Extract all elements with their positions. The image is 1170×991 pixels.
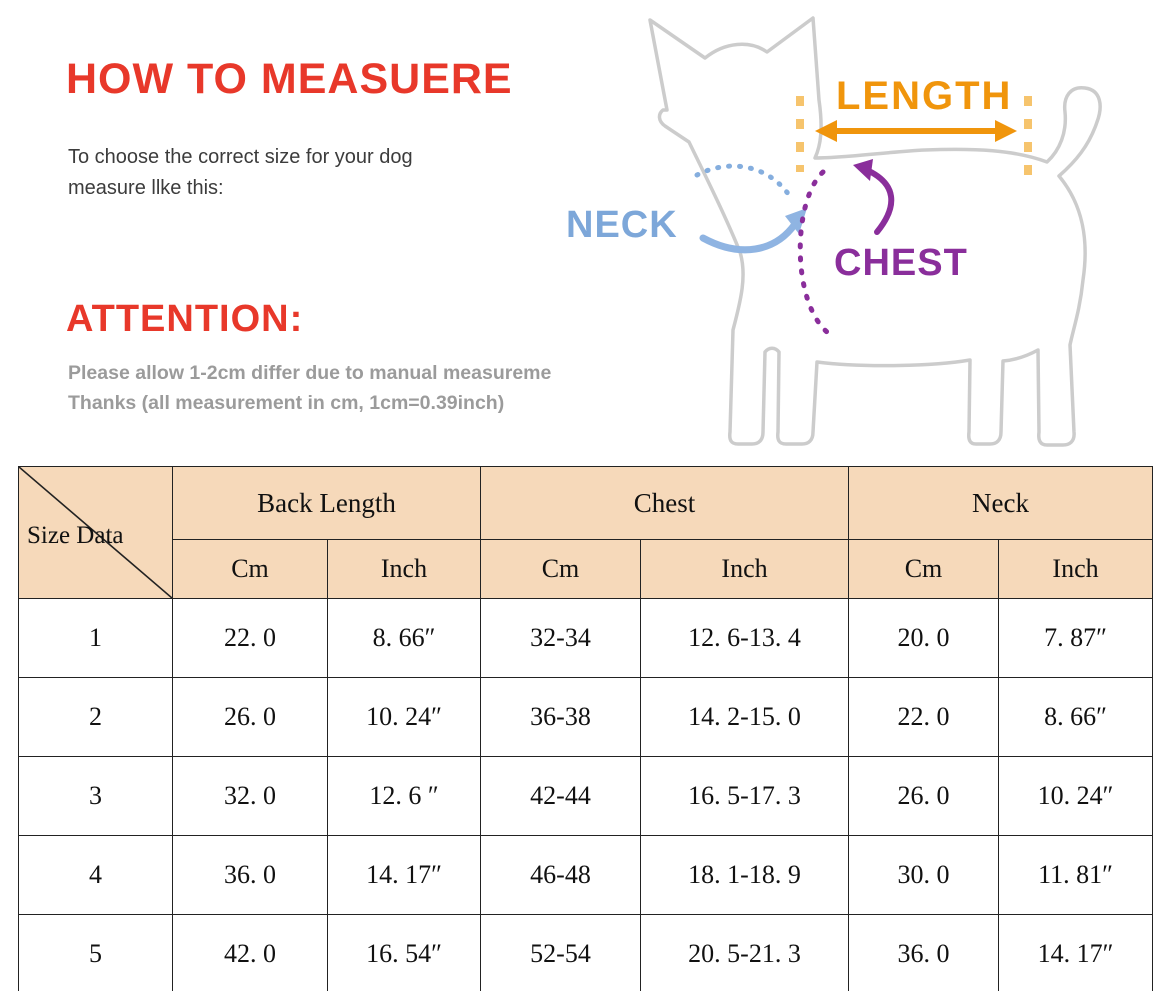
table-cell: 32. 0 bbox=[172, 756, 328, 836]
table-row: 4 36. 0 14. 17″ 46-48 18. 1-18. 9 30. 0 … bbox=[18, 835, 1154, 915]
table-cell: 7. 87″ bbox=[998, 598, 1154, 678]
size-table: Size Data Back Length Chest Neck Cm Inch… bbox=[18, 466, 1154, 991]
table-row: 5 42. 0 16. 54″ 52-54 20. 5-21. 3 36. 0 … bbox=[18, 914, 1154, 991]
how-to-measure-subtitle: To choose the correct size for your dog … bbox=[68, 142, 413, 204]
table-cell: 10. 24″ bbox=[327, 677, 481, 757]
table-cell: 30. 0 bbox=[848, 835, 1000, 915]
subtitle-line-2: measure llke this: bbox=[68, 177, 224, 199]
attention-line-2: Thanks (all measurement in cm, 1cm=0.39i… bbox=[68, 392, 505, 414]
table-cell: 16. 5-17. 3 bbox=[639, 756, 850, 836]
size-cell: 3 bbox=[18, 756, 173, 836]
size-cell: 5 bbox=[18, 914, 173, 991]
neck-arrow-icon bbox=[699, 208, 807, 254]
table-header-row-units: Cm Inch Cm Inch Cm Inch bbox=[19, 539, 1154, 599]
column-header-inch: Inch bbox=[998, 539, 1154, 599]
column-group-back-length: Back Length bbox=[172, 466, 481, 540]
table-cell: 26. 0 bbox=[848, 756, 1000, 836]
column-header-cm: Cm bbox=[848, 539, 1000, 599]
dog-measurement-diagram: LENGTH NECK CHEST bbox=[555, 0, 1170, 465]
diagonal-divider bbox=[19, 467, 172, 598]
neck-label: NECK bbox=[566, 204, 678, 246]
table-cell: 14. 2-15. 0 bbox=[639, 677, 850, 757]
how-to-measure-title: HOW TO MEASUERE bbox=[66, 55, 513, 103]
column-group-neck: Neck bbox=[848, 466, 1154, 540]
dog-outline-illustration bbox=[648, 16, 1102, 447]
table-cell: 14. 17″ bbox=[998, 914, 1154, 991]
table-cell: 42-44 bbox=[480, 756, 641, 836]
column-header-cm: Cm bbox=[480, 539, 641, 599]
table-cell: 52-54 bbox=[480, 914, 641, 991]
table-cell: 12. 6 ″ bbox=[327, 756, 481, 836]
column-header-inch: Inch bbox=[639, 539, 850, 599]
table-cell: 32-34 bbox=[480, 598, 641, 678]
table-cell: 36-38 bbox=[480, 677, 641, 757]
table-cell: 36. 0 bbox=[848, 914, 1000, 991]
table-cell: 20. 0 bbox=[848, 598, 1000, 678]
table-header-row-groups: Size Data Back Length Chest Neck bbox=[18, 466, 1154, 599]
attention-text: Please allow 1-2cm differ due to manual … bbox=[68, 358, 551, 418]
table-row: 3 32. 0 12. 6 ″ 42-44 16. 5-17. 3 26. 0 … bbox=[18, 756, 1154, 836]
length-arrow-icon bbox=[815, 120, 1017, 142]
table-cell: 10. 24″ bbox=[998, 756, 1154, 836]
table-cell: 26. 0 bbox=[172, 677, 328, 757]
table-cell: 8. 66″ bbox=[327, 598, 481, 678]
table-row: 1 22. 0 8. 66″ 32-34 12. 6-13. 4 20. 0 7… bbox=[18, 598, 1154, 678]
table-cell: 42. 0 bbox=[172, 914, 328, 991]
table-cell: 8. 66″ bbox=[998, 677, 1154, 757]
table-cell: 11. 81″ bbox=[998, 835, 1154, 915]
column-header-cm: Cm bbox=[172, 539, 328, 599]
size-cell: 2 bbox=[18, 677, 173, 757]
size-cell: 4 bbox=[18, 835, 173, 915]
size-data-corner-cell: Size Data bbox=[18, 466, 173, 599]
table-cell: 22. 0 bbox=[848, 677, 1000, 757]
chest-arrow-icon bbox=[853, 159, 895, 235]
subtitle-line-1: To choose the correct size for your dog bbox=[68, 146, 413, 168]
attention-title: ATTENTION: bbox=[66, 298, 304, 340]
table-cell: 16. 54″ bbox=[327, 914, 481, 991]
table-cell: 12. 6-13. 4 bbox=[639, 598, 850, 678]
table-cell: 46-48 bbox=[480, 835, 641, 915]
corner-label: Size Data bbox=[27, 522, 124, 549]
column-header-inch: Inch bbox=[327, 539, 481, 599]
column-group-chest: Chest bbox=[479, 466, 850, 540]
neck-dotted-arc bbox=[694, 163, 794, 201]
size-cell: 1 bbox=[18, 598, 173, 678]
chest-dashed-arc bbox=[797, 169, 830, 335]
length-label: LENGTH bbox=[836, 74, 1013, 118]
table-cell: 14. 17″ bbox=[327, 835, 481, 915]
table-cell: 20. 5-21. 3 bbox=[639, 914, 850, 991]
table-cell: 36. 0 bbox=[172, 835, 328, 915]
attention-line-1: Please allow 1-2cm differ due to manual … bbox=[68, 362, 552, 384]
table-cell: 18. 1-18. 9 bbox=[639, 835, 850, 915]
chest-label: CHEST bbox=[834, 242, 968, 284]
table-cell: 22. 0 bbox=[172, 598, 328, 678]
table-row: 2 26. 0 10. 24″ 36-38 14. 2-15. 0 22. 0 … bbox=[18, 677, 1154, 757]
